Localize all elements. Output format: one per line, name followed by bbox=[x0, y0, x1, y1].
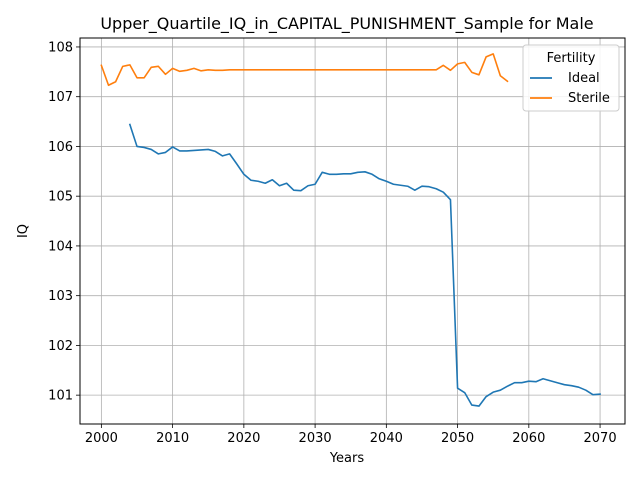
y-tick-label: 103 bbox=[48, 289, 73, 304]
y-axis-label: IQ bbox=[16, 224, 31, 238]
series-line-ideal bbox=[128, 123, 601, 407]
x-tick-label: 2020 bbox=[227, 431, 260, 446]
x-tick-label: 2010 bbox=[156, 431, 189, 446]
chart-title: Upper_Quartile_IQ_in_CAPITAL_PUNISHMENT_… bbox=[100, 14, 593, 34]
x-tick-label: 2070 bbox=[584, 431, 617, 446]
y-tick-label: 104 bbox=[48, 239, 73, 254]
y-tick-label: 105 bbox=[48, 190, 73, 205]
legend-title: Fertility bbox=[547, 51, 596, 66]
series-line-sterile bbox=[100, 53, 509, 87]
grid bbox=[80, 38, 625, 424]
x-axis-label: Years bbox=[329, 451, 365, 466]
y-tick-label: 107 bbox=[48, 90, 73, 105]
x-tick-label: 2060 bbox=[512, 431, 545, 446]
legend: Fertility Ideal Sterile bbox=[522, 44, 620, 112]
legend-label-ideal: Ideal bbox=[568, 71, 600, 86]
legend-box bbox=[522, 44, 620, 112]
plot-frame bbox=[79, 37, 626, 425]
series-layer bbox=[100, 53, 601, 407]
x-tick-label: 2030 bbox=[299, 431, 332, 446]
x-tick-label: 2050 bbox=[441, 431, 474, 446]
y-axis: 101 102 103 104 105 106 107 108 bbox=[48, 40, 80, 404]
y-tick-label: 102 bbox=[48, 339, 73, 354]
legend-label-sterile: Sterile bbox=[568, 91, 610, 106]
x-tick-label: 2000 bbox=[85, 431, 118, 446]
y-tick-label: 108 bbox=[48, 40, 73, 55]
y-tick-label: 101 bbox=[48, 389, 73, 404]
x-tick-label: 2040 bbox=[370, 431, 403, 446]
y-tick-label: 106 bbox=[48, 140, 73, 155]
x-axis: 2000 2010 2020 2030 2040 2050 2060 2070 bbox=[85, 424, 617, 446]
